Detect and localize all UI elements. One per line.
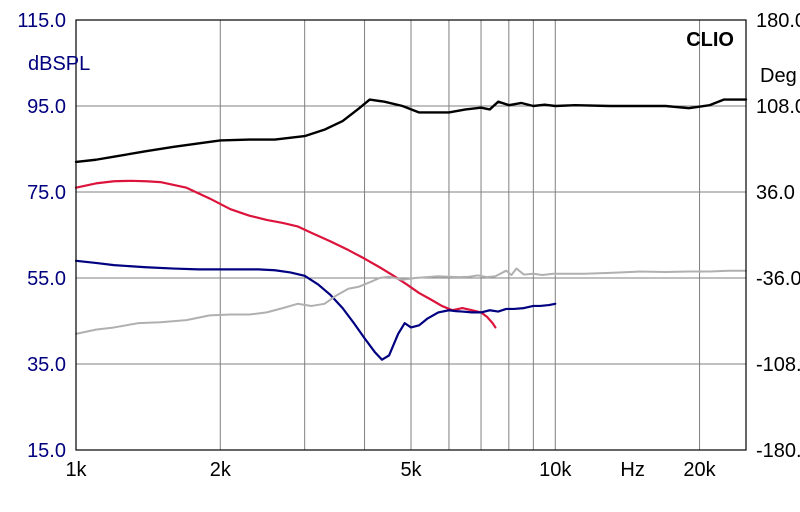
ytick-left: 55.0 <box>27 268 66 290</box>
ytick-left: 15.0 <box>27 440 66 462</box>
ytick-left: 95.0 <box>27 96 66 118</box>
ytick-right: 36.0 <box>756 182 795 204</box>
ytick-right: -108.0 <box>756 354 800 376</box>
xtick: 20k <box>683 459 716 481</box>
ytick-left: 75.0 <box>27 182 66 204</box>
xtick: 1k <box>65 459 87 481</box>
ytick-left: 115.0 <box>17 10 66 32</box>
chart-svg: 15.0 35.0 55.0 75.0 95.0 115.0 -180.0 -108.0 -36… <box>0 0 800 512</box>
ytick-right: -36.0 <box>756 268 800 290</box>
watermark-label: CLIO <box>686 29 734 51</box>
clio-frequency-response-chart: 15.0 35.0 55.0 75.0 95.0 115.0 -180.0 -108.0 -36… <box>0 0 800 512</box>
chart-bg <box>0 0 800 512</box>
y-left-unit: dBSPL <box>28 53 90 75</box>
xtick: 10k <box>539 459 572 481</box>
xtick: 2k <box>210 459 232 481</box>
ytick-right: -180.0 <box>756 440 800 462</box>
ytick-right: 180.0 <box>756 10 800 32</box>
ytick-left: 35.0 <box>27 354 66 376</box>
xtick: 5k <box>400 459 422 481</box>
y-right-unit: Deg <box>760 65 797 87</box>
ytick-right: 108.0 <box>756 96 800 118</box>
x-unit: Hz <box>620 459 644 481</box>
